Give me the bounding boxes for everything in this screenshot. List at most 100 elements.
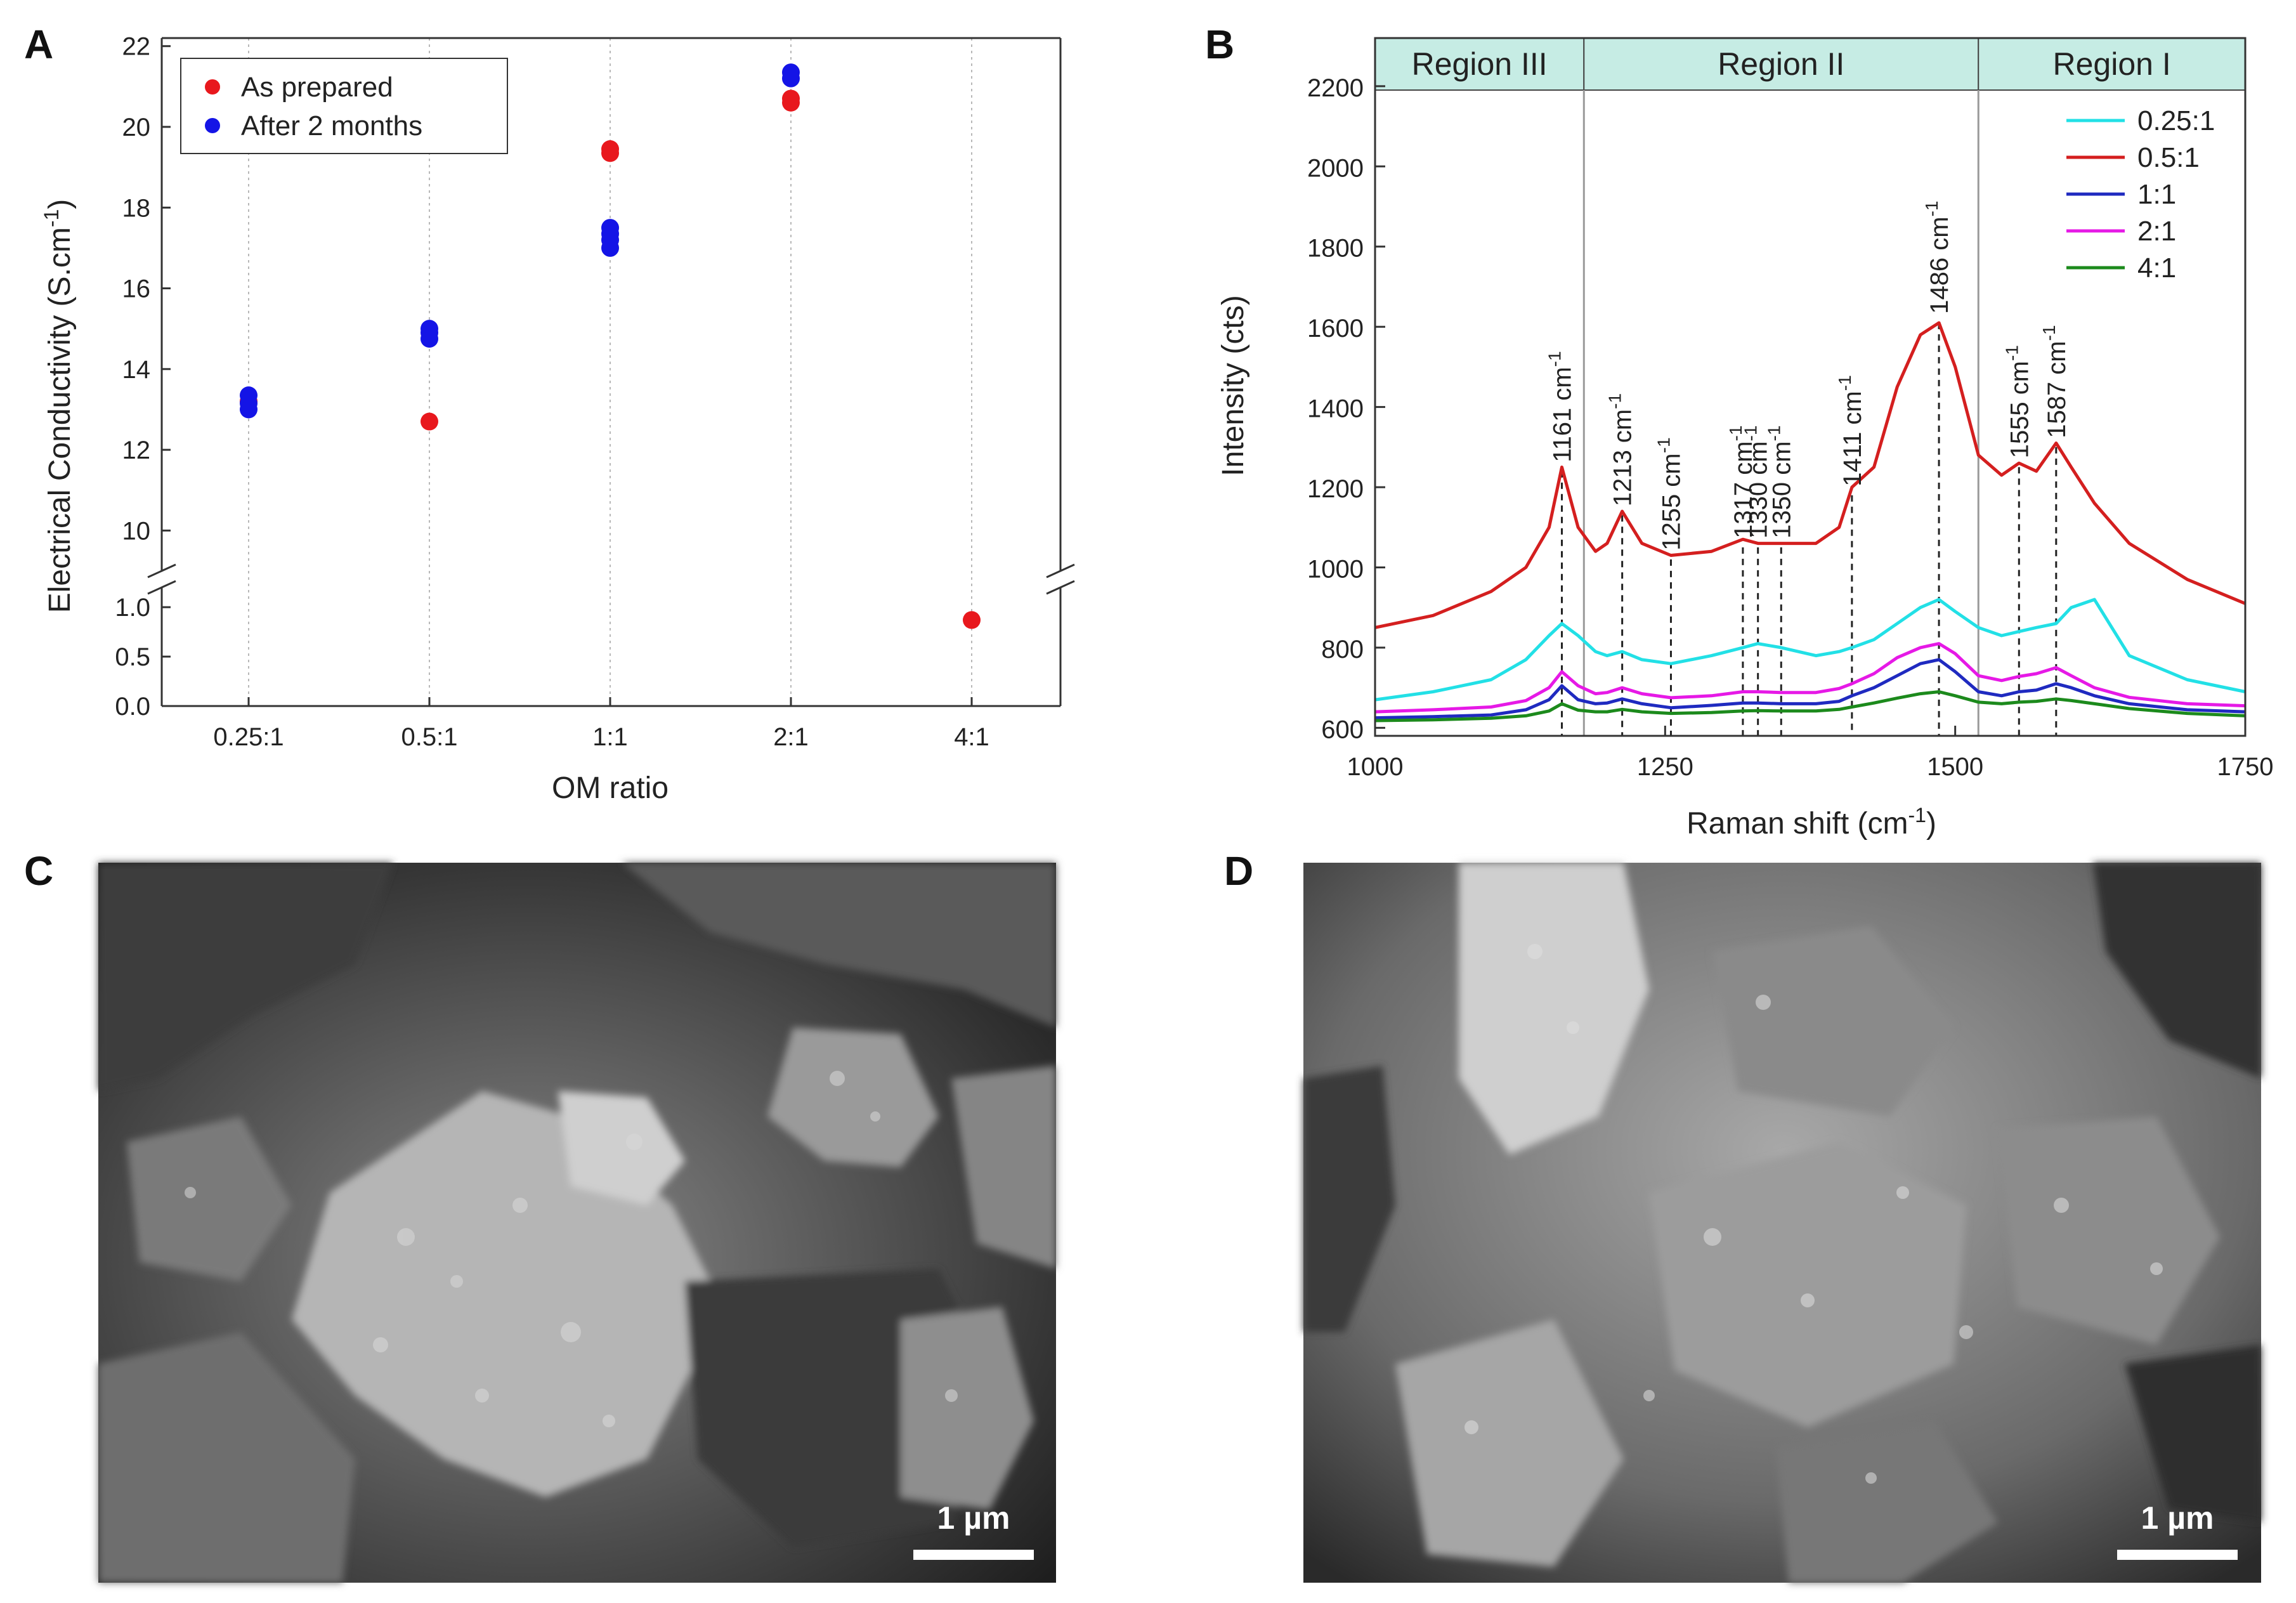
panel-b-regions: Region III Region II Region I (1374, 37, 2247, 736)
point-after-2-months (240, 386, 258, 405)
panel-a-ytick-label: 20 (122, 114, 151, 141)
series-line-2-1 (1374, 642, 2246, 714)
peak-label: 1555 cm-1 (2002, 345, 2033, 458)
legend-label-0.5-1: 0.5:1 (2137, 142, 2200, 173)
peak-label-text: 1317 cm (1730, 441, 1758, 538)
panel-a-xlabel: OM ratio (552, 771, 669, 805)
panel-b-series (1374, 321, 2246, 723)
panel-b-ytick-label: 1400 (1307, 395, 1364, 423)
panel-a-ytick-label: 1.0 (115, 594, 150, 622)
axis-break-mark-left (147, 580, 176, 595)
panel-c-letter: C (24, 848, 53, 894)
panel-a-chart: A 10 12 14 16 18 20 22 0.0 0.5 1.0 0.25:1 0.5:1 1:1 2… (24, 22, 1075, 805)
panel-a-ticks: 10 12 14 16 18 20 22 0.0 0.5 1.0 0.25:1 0.5:1 1:1 2:1… (115, 33, 989, 751)
region-label: Region III (1412, 46, 1548, 82)
peak-label: 1587 cm-1 (2039, 325, 2071, 438)
scale-label-d: 1 µm (2141, 1500, 2214, 1536)
panel-b-xtick-label: 1750 (2217, 753, 2274, 781)
region-band (1583, 37, 1980, 91)
panel-a-ytick-label: 16 (122, 275, 151, 303)
panel-a-ylabel: Electrical Conductivity (S.cm-1) (40, 199, 77, 613)
peak-label: 1330 cm-1 (1741, 426, 1773, 539)
panel-b-chart: B Region III Region II Region I 600 800 1000… (1205, 22, 2273, 841)
panel-b-xlabel-sup: -1 (1908, 804, 1926, 827)
panel-a-ytick-label: 0.5 (115, 643, 150, 671)
panel-a-xtick-label: 2:1 (773, 723, 809, 751)
point-after-2-months (601, 219, 619, 237)
point-as-prepared (963, 611, 981, 629)
panel-a-points (240, 63, 981, 629)
panel-b-ytick-label: 1800 (1307, 235, 1364, 263)
axis-break-mark-right (1046, 563, 1075, 579)
peak-label-text: 1161 cm (1549, 367, 1577, 462)
panel-b-peak-lines (1561, 322, 2058, 736)
sem-texture-d (1303, 863, 2261, 1583)
peak-label: 1411 cm-1 (1835, 375, 1867, 486)
peak-label: 1213 cm-1 (1605, 393, 1637, 506)
series-line-4-1 (1374, 690, 2246, 723)
peak-label-sup: -1 (1545, 351, 1565, 367)
point-as-prepared (601, 140, 619, 158)
peak-label-sup: -1 (1922, 201, 1941, 217)
panel-b-frame (1374, 37, 2247, 737)
panel-a-letter: A (24, 22, 53, 67)
series-line-0.5-1 (1374, 321, 2246, 629)
legend-marker-as-prepared (205, 79, 220, 95)
peak-label-sup: -1 (1654, 437, 1674, 453)
region-label: Region II (1718, 46, 1844, 82)
peak-label-text: 1255 cm (1658, 453, 1686, 550)
panel-c-micrograph: C 1 µm (24, 848, 1056, 1583)
panel-b-legend: 0.25:1 0.5:1 1:1 2:1 4:1 (2066, 105, 2215, 284)
peak-label-sup: -1 (1741, 426, 1761, 442)
panel-a-ytick-label: 22 (122, 33, 151, 61)
peak-label-text: 1411 cm (1839, 391, 1867, 486)
panel-a-ylabel-main: Electrical Conductivity (S.cm (43, 227, 77, 613)
panel-b-xlabel: Raman shift (cm-1) (1686, 804, 1936, 841)
sem-grain-d (1464, 944, 2163, 1484)
peak-label-sup: -1 (1764, 426, 1784, 442)
sem-grain-c (185, 1071, 958, 1427)
panel-b-ylabel: Intensity (cts) (1216, 295, 1250, 476)
peak-label: 1350 cm-1 (1764, 426, 1796, 539)
legend-box (180, 58, 508, 154)
legend-label-0.25-1: 0.25:1 (2137, 105, 2215, 136)
panel-a-xtick-label: 4:1 (954, 723, 989, 751)
panel-b-xtick-label: 1500 (1927, 753, 1983, 781)
panel-b-frame-rect (1374, 37, 2247, 737)
panel-d-letter: D (1224, 848, 1253, 894)
panel-a-ytick-label: 10 (122, 517, 151, 545)
panel-b-ytick-label: 2000 (1307, 154, 1364, 182)
region-label: Region I (2053, 46, 2171, 82)
panel-b-ytick-label: 1600 (1307, 315, 1364, 343)
scale-label-c: 1 µm (937, 1500, 1010, 1536)
peak-label-text: 1330 cm (1745, 441, 1773, 538)
panel-b-letter: B (1205, 22, 1234, 67)
legend-label-after-2-months: After 2 months (241, 110, 422, 141)
panel-b-xlabel-end: ) (1926, 807, 1936, 841)
panel-a-ytick-label: 12 (122, 436, 151, 464)
panel-a-ylabel-end: ) (43, 199, 77, 209)
sem-texture-c (98, 863, 1056, 1583)
panel-b-ytick-label: 600 (1321, 716, 1364, 743)
panel-b-ytick-label: 800 (1321, 636, 1364, 664)
series-line-0.25-1 (1374, 598, 2246, 702)
series-line-1-1 (1374, 658, 2246, 720)
panel-a-xtick-label: 1:1 (592, 723, 628, 751)
peak-label-text: 1587 cm (2043, 341, 2071, 438)
legend-marker-after-2-months (205, 118, 220, 133)
panel-a-ytick-label: 14 (122, 356, 151, 384)
point-after-2-months (782, 63, 800, 82)
panel-a-legend: As prepared After 2 months (180, 58, 508, 154)
panel-b-xlabel-main: Raman shift (cm (1686, 807, 1908, 841)
legend-label-1-1: 1:1 (2137, 179, 2176, 210)
panel-a-xtick-label: 0.25:1 (213, 723, 284, 751)
panel-b-ytick-label: 1000 (1307, 555, 1364, 583)
axis-break-mark-right (1046, 580, 1075, 595)
peak-label-text: 1486 cm (1926, 216, 1954, 313)
panel-b-ticks: 600 800 1000 1200 1400 1600 1800 2000 2200 1000 12… (1307, 74, 2273, 781)
scale-bar-c (913, 1550, 1034, 1560)
legend-label-4-1: 4:1 (2137, 252, 2176, 284)
peak-label-sup: -1 (2002, 345, 2021, 361)
scale-bar-d (2117, 1550, 2238, 1560)
